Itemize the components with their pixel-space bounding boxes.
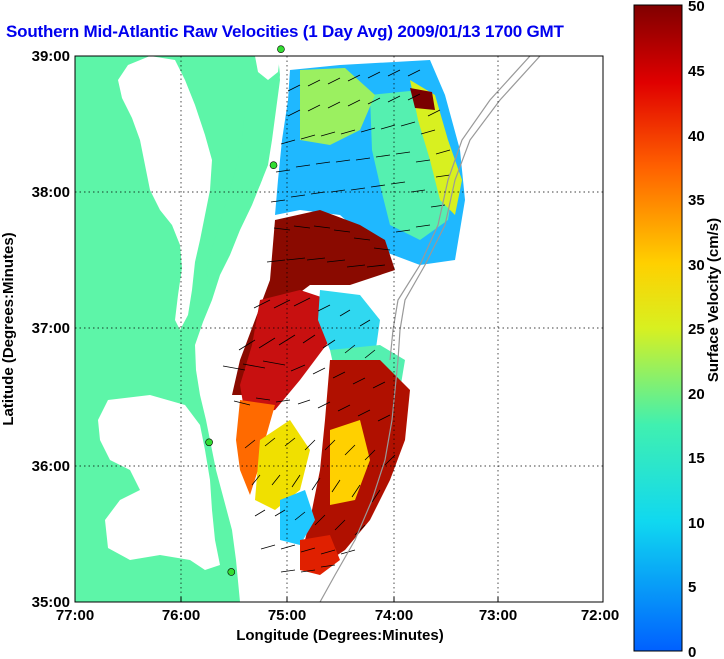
bathymetry-contours xyxy=(319,56,541,602)
x-tick-label: 72:00 xyxy=(581,607,619,624)
x-tick-label: 75:00 xyxy=(268,607,306,624)
colorbar-tick-label: 5 xyxy=(688,579,696,596)
colorbar-tick-label: 50 xyxy=(688,0,705,15)
colorbar-tick-label: 45 xyxy=(688,63,705,80)
map-title: Southern Mid-Atlantic Raw Velocities (1 … xyxy=(6,22,564,41)
chesapeake-bay xyxy=(118,56,212,330)
delmarva-peninsula xyxy=(206,56,280,285)
colorbar-ticks: 50 45 40 35 30 25 20 15 10 5 0 xyxy=(688,0,705,659)
colorbar-tick-label: 35 xyxy=(688,192,705,209)
x-tick-label: 76:00 xyxy=(162,607,200,624)
radar-station-marker xyxy=(227,568,236,576)
y-axis: 39:00 38:00 37:00 36:00 35:00 Latitude (… xyxy=(0,48,70,611)
colorbar-tick-label: 30 xyxy=(688,257,705,274)
delaware-bay xyxy=(255,56,280,80)
plot-frame xyxy=(74,55,604,603)
colorbar-tick-label: 10 xyxy=(688,515,705,532)
colorbar-tick-label: 25 xyxy=(688,321,705,338)
y-tick-label: 36:00 xyxy=(32,458,70,475)
colorbar-tick-label: 15 xyxy=(688,450,705,467)
radar-station-marker xyxy=(205,438,213,447)
x-tick-label: 73:00 xyxy=(479,607,517,624)
x-axis-label: Longitude (Degrees:Minutes) xyxy=(236,627,444,644)
colorbar-tick-label: 40 xyxy=(688,128,705,145)
y-tick-label: 37:00 xyxy=(32,320,70,337)
radar-station-marker xyxy=(277,45,285,53)
radar-station-marker xyxy=(269,161,278,169)
colorbar-tick-label: 20 xyxy=(688,386,705,403)
y-tick-label: 39:00 xyxy=(32,48,70,65)
x-axis: 77:00 76:00 75:00 74:00 73:00 72:00 Long… xyxy=(56,597,619,644)
x-tick-label: 77:00 xyxy=(56,607,94,624)
radar-stations xyxy=(205,45,285,576)
colorbar-tick-label: 0 xyxy=(688,644,696,659)
x-tick-label: 74:00 xyxy=(375,607,413,624)
velocity-arrows xyxy=(222,69,451,573)
pamlico-sound xyxy=(98,395,220,570)
colorbar-label: Surface Velocity (cm/s) xyxy=(705,218,722,382)
y-tick-label: 38:00 xyxy=(32,184,70,201)
grid-lines xyxy=(75,56,603,602)
colorbar xyxy=(633,4,683,652)
y-axis-label: Latitude (Degrees:Minutes) xyxy=(0,232,17,425)
y-tick-label: 35:00 xyxy=(32,594,70,611)
